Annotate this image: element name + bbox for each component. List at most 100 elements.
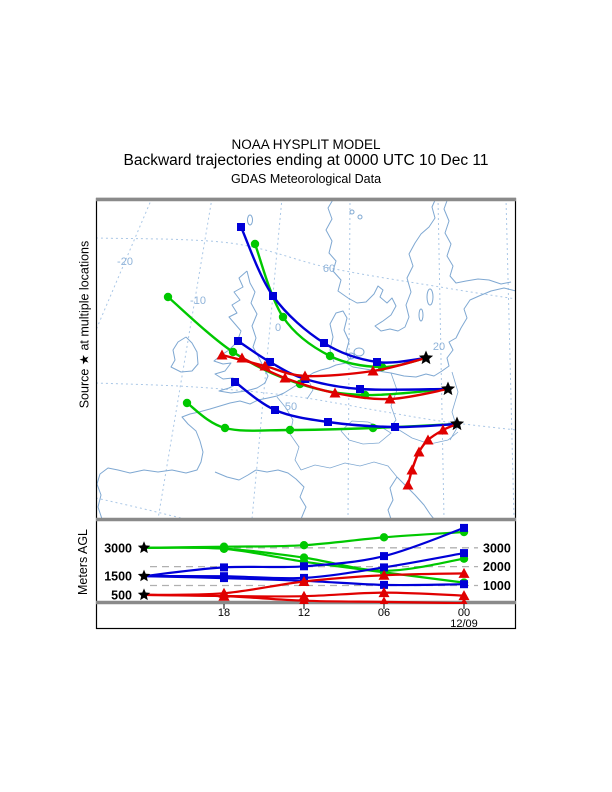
triangle-marker — [402, 479, 414, 490]
trajectory-1500m-A — [239, 225, 428, 364]
square-marker — [320, 339, 328, 347]
profile-right-label: 1000 — [483, 579, 511, 593]
square-marker — [231, 378, 239, 386]
plot-data-source: GDAS Meteorological Data — [230, 172, 382, 186]
triangle-marker — [378, 587, 390, 598]
parallel-gridline — [97, 237, 515, 300]
square-marker — [300, 562, 308, 571]
profile-left-label: 1500 — [104, 570, 132, 584]
circle-marker — [379, 533, 389, 542]
square-marker — [220, 563, 228, 572]
parallel-gridline — [97, 497, 184, 518]
circle-marker — [163, 292, 173, 302]
circle-marker — [219, 544, 229, 553]
square-marker — [380, 563, 388, 572]
triangle-marker — [379, 596, 389, 604]
square-marker — [373, 358, 381, 366]
triangle-marker — [299, 595, 309, 604]
island — [426, 288, 434, 306]
map-grid-label: -10 — [190, 295, 206, 307]
map-grid-label: -20 — [117, 256, 133, 268]
square-marker — [380, 552, 388, 561]
time-tick-label: 18 — [218, 607, 230, 619]
map-grid-label: 50 — [285, 401, 297, 413]
plot-title: NOAA HYSPLIT MODEL — [231, 137, 381, 152]
island — [353, 347, 365, 357]
source-star — [418, 350, 434, 365]
square-marker — [460, 523, 468, 532]
profile-start-star — [137, 541, 151, 554]
triangle-marker — [413, 446, 425, 457]
triangle-marker — [378, 569, 390, 580]
meridian-gridline — [505, 201, 515, 518]
circle-marker — [299, 541, 309, 550]
island — [247, 214, 253, 226]
height-profile-panel — [137, 523, 478, 604]
coastline — [329, 310, 352, 363]
circle-marker — [325, 351, 335, 361]
triangle-marker — [406, 464, 418, 475]
coastline — [213, 270, 269, 394]
triangle-marker — [384, 393, 396, 404]
profile-start-star — [137, 569, 151, 582]
meridian-gridline — [157, 201, 213, 518]
triangle-marker — [460, 597, 468, 604]
country-border — [300, 461, 398, 478]
triangle-marker — [329, 387, 341, 398]
triangle-marker — [437, 424, 449, 435]
coastline — [325, 201, 436, 332]
profile-left-label: 3000 — [104, 541, 132, 555]
source-star — [449, 416, 465, 431]
triangle-marker — [236, 352, 248, 363]
profile-start-star — [137, 588, 151, 601]
country-border — [340, 420, 392, 445]
coastline — [443, 201, 512, 285]
trajectory-500m-A — [220, 353, 428, 378]
square-marker — [271, 406, 279, 414]
plot-subtitle: Backward trajectories ending at 0000 UTC… — [123, 152, 489, 169]
coastline — [396, 476, 434, 518]
triangle-marker — [458, 567, 470, 578]
country-border — [449, 371, 459, 441]
parallel-gridline — [97, 382, 515, 431]
coastline — [170, 336, 199, 373]
coastline — [387, 476, 398, 518]
country-border — [389, 372, 398, 429]
profile-right-label: 3000 — [483, 541, 511, 555]
time-tick-label: 12 — [298, 607, 310, 619]
square-marker — [460, 580, 468, 589]
square-marker — [237, 223, 245, 231]
circle-marker — [278, 312, 288, 322]
island — [418, 308, 424, 322]
map-grid-label: 0 — [275, 322, 281, 334]
source-star — [440, 381, 456, 396]
triangle-marker — [458, 590, 470, 601]
triangle-marker — [216, 349, 228, 360]
square-marker — [324, 418, 332, 426]
map-grid-label: 20 — [433, 341, 445, 353]
map-panel: -20 -10 0 20 60 50 — [97, 201, 515, 518]
circle-marker — [182, 398, 192, 408]
circle-marker — [228, 347, 238, 357]
triangle-marker — [299, 370, 311, 381]
triangle-marker — [279, 372, 291, 383]
meridian-gridline — [437, 201, 445, 518]
profile-right-label: 2000 — [483, 560, 511, 574]
time-tick-label: 06 — [378, 607, 390, 619]
circle-marker — [220, 423, 230, 433]
triangle-marker — [367, 365, 379, 376]
time-tick-label: 00 — [458, 607, 470, 619]
circle-marker — [250, 239, 260, 249]
island — [349, 209, 355, 215]
square-marker — [269, 292, 277, 300]
square-marker — [460, 549, 468, 558]
square-marker — [356, 385, 364, 393]
square-marker — [234, 337, 242, 345]
square-marker — [220, 574, 228, 583]
date-label: 12/09 — [450, 618, 478, 630]
island — [357, 214, 363, 220]
coastline — [345, 287, 515, 378]
